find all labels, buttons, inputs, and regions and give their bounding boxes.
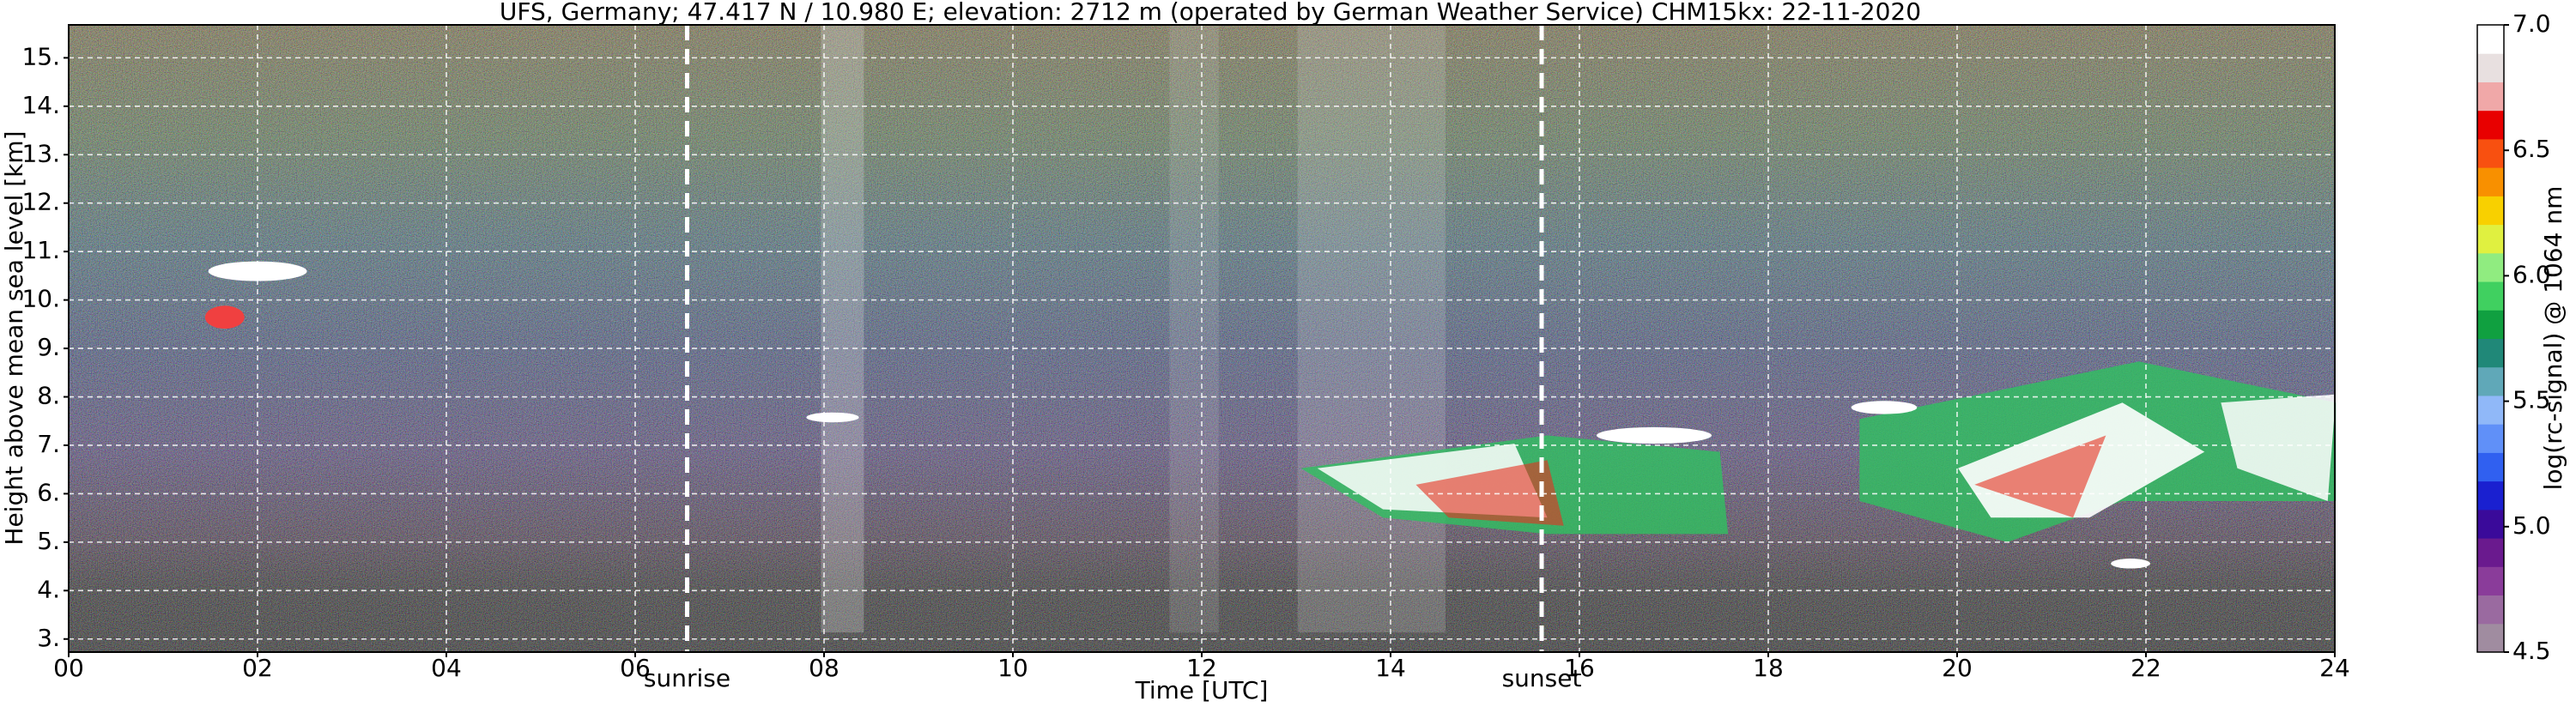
cloud <box>1974 435 2106 518</box>
cloud <box>204 305 245 329</box>
x-tick-label: 20 <box>1942 654 1973 682</box>
colorbar-tick-label: 5.0 <box>2512 511 2551 540</box>
y-tick-label: 6. <box>37 478 60 506</box>
cloud <box>2111 559 2151 569</box>
y-tick-label: 14. <box>21 91 60 119</box>
cloud <box>1851 401 1918 414</box>
y-tick-label: 5. <box>37 527 60 555</box>
y-tick-label: 4. <box>37 575 60 603</box>
colorbar-segment <box>2477 452 2504 482</box>
y-tick-label: 3. <box>37 624 60 652</box>
cloud <box>2221 394 2337 502</box>
colorbar-segment <box>2477 82 2504 112</box>
y-tick-label: 7. <box>37 430 60 458</box>
colorbar-segment <box>2477 224 2504 254</box>
annotation-label: sunrise <box>644 664 730 692</box>
colorbar-segment <box>2477 252 2504 282</box>
cloud <box>806 412 859 423</box>
noise-column <box>1169 25 1219 633</box>
colorbar-tick-label: 6.0 <box>2512 260 2551 288</box>
y-tick-label: 15. <box>21 42 60 70</box>
colorbar-segment <box>2477 110 2504 140</box>
y-tick-label: 11. <box>21 236 60 264</box>
colorbar-segment <box>2477 138 2504 168</box>
y-tick-label: 12. <box>21 188 60 216</box>
x-tick-label: 16 <box>1564 654 1595 682</box>
colorbar-tick-label: 7.0 <box>2512 9 2551 38</box>
colorbar-segment <box>2477 25 2504 54</box>
colorbar-segment <box>2477 395 2504 425</box>
colorbar-segment <box>2477 366 2504 396</box>
noise-column <box>1297 25 1446 633</box>
cloud <box>1415 460 1564 526</box>
y-tick-label: 9. <box>37 333 60 361</box>
colorbar-tick-label: 4.5 <box>2512 637 2551 665</box>
plot-frame <box>68 24 2336 653</box>
x-tick-label: 06 <box>620 654 651 682</box>
colorbar-segment <box>2477 310 2504 339</box>
colorbar-segment <box>2477 338 2504 368</box>
y-tick-label: 8. <box>37 382 60 410</box>
x-tick-label: 10 <box>997 654 1028 682</box>
colorbar-segment <box>2477 53 2504 82</box>
colorbar-segment <box>2477 424 2504 453</box>
x-tick-label: 02 <box>242 654 273 682</box>
x-tick-label: 14 <box>1375 654 1406 682</box>
x-tick-label: 08 <box>809 654 839 682</box>
y-tick-label: 13. <box>21 139 60 167</box>
colorbar-frame <box>2476 24 2505 653</box>
x-axis-label: Time [UTC] <box>1135 676 1269 704</box>
colorbar-label: log(rc-signal) @ 1064 nm <box>2539 186 2567 491</box>
colorbar-segment <box>2477 538 2504 567</box>
x-tick-label: 00 <box>53 654 84 682</box>
noise-column <box>821 25 864 633</box>
colorbar-segment <box>2477 167 2504 196</box>
colorbar-segment <box>2477 509 2504 539</box>
x-tick-label: 04 <box>431 654 462 682</box>
y-axis-label: Height above mean sea level [km] <box>0 130 28 545</box>
cloud-features <box>204 25 2337 633</box>
colorbar-segment <box>2477 196 2504 226</box>
colorbar-segment <box>2477 281 2504 311</box>
colorbar-segment <box>2477 595 2504 625</box>
x-tick-label: 22 <box>2131 654 2161 682</box>
colorbar-segment <box>2477 623 2504 653</box>
x-tick-label: 24 <box>2319 654 2350 682</box>
colorbar-segment <box>2477 566 2504 596</box>
chart-title: UFS, Germany; 47.417 N / 10.980 E; eleva… <box>500 0 1921 26</box>
y-tick-label: 10. <box>21 285 60 313</box>
annotation-label: sunset <box>1502 664 1582 692</box>
x-tick-label: 18 <box>1753 654 1784 682</box>
colorbar-tick-label: 5.5 <box>2512 386 2551 414</box>
cloud <box>1597 426 1712 444</box>
colorbar-tick-label: 6.5 <box>2512 135 2551 163</box>
x-tick-label: 12 <box>1186 654 1217 682</box>
colorbar-segment <box>2477 480 2504 511</box>
